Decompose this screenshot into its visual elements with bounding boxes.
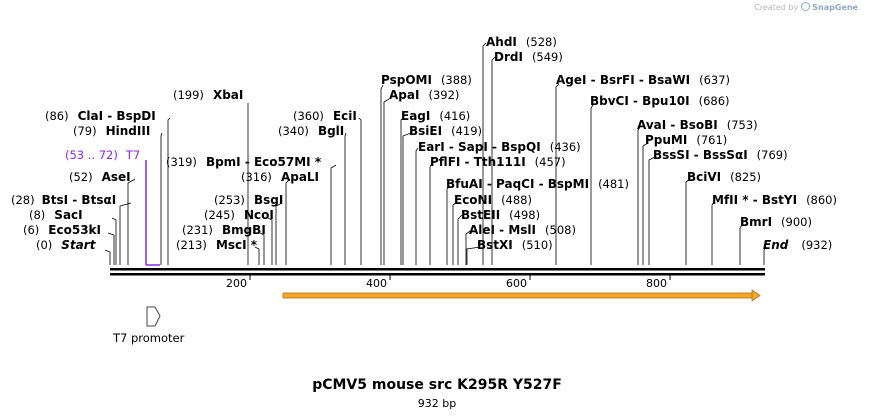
axis-tick-label: 200 <box>226 277 247 290</box>
site-label-bsiei: BsiEI (419) <box>409 124 482 138</box>
site-line <box>127 178 136 265</box>
backbone-top <box>110 268 765 271</box>
site-line <box>590 104 594 265</box>
site-label-apai: ApaI (392) <box>389 88 459 102</box>
axis-ticks <box>249 275 671 280</box>
site-label-bmgbi: (231) BmgBI <box>182 223 266 237</box>
snapgene-logo-icon <box>800 2 810 11</box>
site-line <box>275 202 283 265</box>
site-label-hindiii: (79) HindIII <box>73 124 150 138</box>
site-label-mfii: MfII * - BstYI (860) <box>712 193 837 207</box>
site-line <box>400 117 405 265</box>
site-label-bpmi: (319) BpmI - Eco57MI * <box>166 155 322 169</box>
site-label-eagi: EagI (416) <box>401 109 470 123</box>
site-label-bstxi: BstXI (510) <box>477 238 553 252</box>
site-line <box>344 132 347 265</box>
site-line <box>104 249 111 265</box>
orf-arrow <box>282 289 761 302</box>
site-label-ahdi: AhdI (528) <box>486 35 557 49</box>
site-label-pspomi: PspOMI (388) <box>381 73 472 87</box>
site-line <box>380 84 384 265</box>
site-line <box>160 132 163 265</box>
site-line <box>482 42 487 265</box>
credit-prefix: Created by <box>754 3 799 12</box>
site-line <box>107 232 115 265</box>
site-line <box>491 56 496 265</box>
site-line <box>555 83 560 265</box>
t7-promoter-arrow <box>146 306 161 327</box>
site-label-bsgi: (253) BsgI <box>214 193 283 207</box>
site-label-ecii: (360) EciI <box>293 109 357 123</box>
t7-promoter-label: T7 promoter <box>112 331 185 345</box>
site-line <box>330 164 337 265</box>
site-label-msci: (213) MscI * <box>176 238 258 252</box>
site-label-pflfi: PflFI - Tth111I (457) <box>430 155 566 169</box>
site-line <box>358 117 362 265</box>
site-line <box>285 178 291 265</box>
t7-primer-label: (53 .. 72) T7 <box>65 148 140 162</box>
site-labels: (0) Start (6) Eco53kI (8) SacI (28) BtsI - B… <box>11 35 837 252</box>
site-label-clai: (86) ClaI - BspDI <box>45 109 156 123</box>
site-label-saci: (8) SacI <box>29 208 83 222</box>
site-label-bgli: (340) BglI <box>278 124 344 138</box>
site-label-eco53ki: (6) Eco53kI <box>23 223 101 237</box>
site-label-bsssi: BssSI - BssSαI (769) <box>653 148 788 162</box>
site-label-avai: AvaI - BsoBI (753) <box>637 118 758 132</box>
site-label-bsteii: BstEII (498) <box>461 208 540 222</box>
site-label-ppumi: PpuMI (761) <box>645 133 727 147</box>
site-label-start: (0) Start <box>36 238 97 252</box>
site-line <box>119 202 132 265</box>
credit: Created by SnapGene <box>754 2 858 12</box>
site-line <box>383 98 390 265</box>
axis-tick-label: 600 <box>506 277 527 290</box>
site-label-bbvci: BbvCI - Bpu10I (686) <box>590 94 730 108</box>
site-line <box>446 185 451 265</box>
site-line <box>415 147 419 265</box>
site-line <box>254 246 260 265</box>
backbone-bottom <box>110 273 765 276</box>
sequence-length: 932 bp <box>417 397 457 410</box>
site-label-alei: AleI - MslI (508) <box>469 223 576 237</box>
site-line <box>402 132 412 265</box>
t7-primer-range: (53 .. 72) <box>65 148 118 162</box>
site-line <box>429 162 433 265</box>
site-label-bmri: BmrI (900) <box>740 215 812 229</box>
site-label-eari: EarI - SapI - BspQI (436) <box>418 140 581 154</box>
t7-primer-name: T7 <box>125 148 140 162</box>
site-label-ncoi: (245) NcoI <box>204 208 274 222</box>
axis-tick-label: 800 <box>646 277 667 290</box>
site-label-apali: (316) ApaLI <box>241 170 319 184</box>
site-line <box>465 230 471 265</box>
site-line <box>739 224 743 265</box>
site-line <box>637 126 641 265</box>
site-line <box>642 142 649 265</box>
site-line <box>711 201 715 265</box>
site-line <box>763 246 767 265</box>
t7-primer-arrow <box>145 160 160 266</box>
site-label-asei: (52) AseI <box>69 170 131 184</box>
site-line <box>648 156 656 265</box>
site-line <box>259 232 265 265</box>
credit-brand: SnapGene <box>812 3 858 12</box>
site-line <box>457 214 463 265</box>
site-label-drdi: DrdI (549) <box>494 50 563 64</box>
site-label-end: End (932) <box>763 238 832 252</box>
site-line <box>685 178 691 265</box>
site-line <box>267 217 273 265</box>
site-label-xbai: (199) XbaI <box>173 88 243 102</box>
map-title: pCMV5 mouse src K295R Y527F <box>312 377 562 393</box>
site-label-econi: EcoNI (488) <box>454 193 532 207</box>
site-label-bcivi: BciVI (825) <box>687 170 761 184</box>
site-line <box>167 117 171 265</box>
site-lines <box>104 42 767 265</box>
site-label-bfuai: BfuAI - PaqCI - BspMI (481) <box>446 177 629 191</box>
site-line <box>452 201 458 265</box>
site-line <box>466 246 481 265</box>
site-label-btsi: (28) BtsI - BtsαI <box>11 193 116 207</box>
site-label-agei: AgeI - BsrFI - BsaWI (637) <box>556 73 730 87</box>
axis-tick-label: 400 <box>366 277 387 290</box>
site-line <box>111 217 117 265</box>
